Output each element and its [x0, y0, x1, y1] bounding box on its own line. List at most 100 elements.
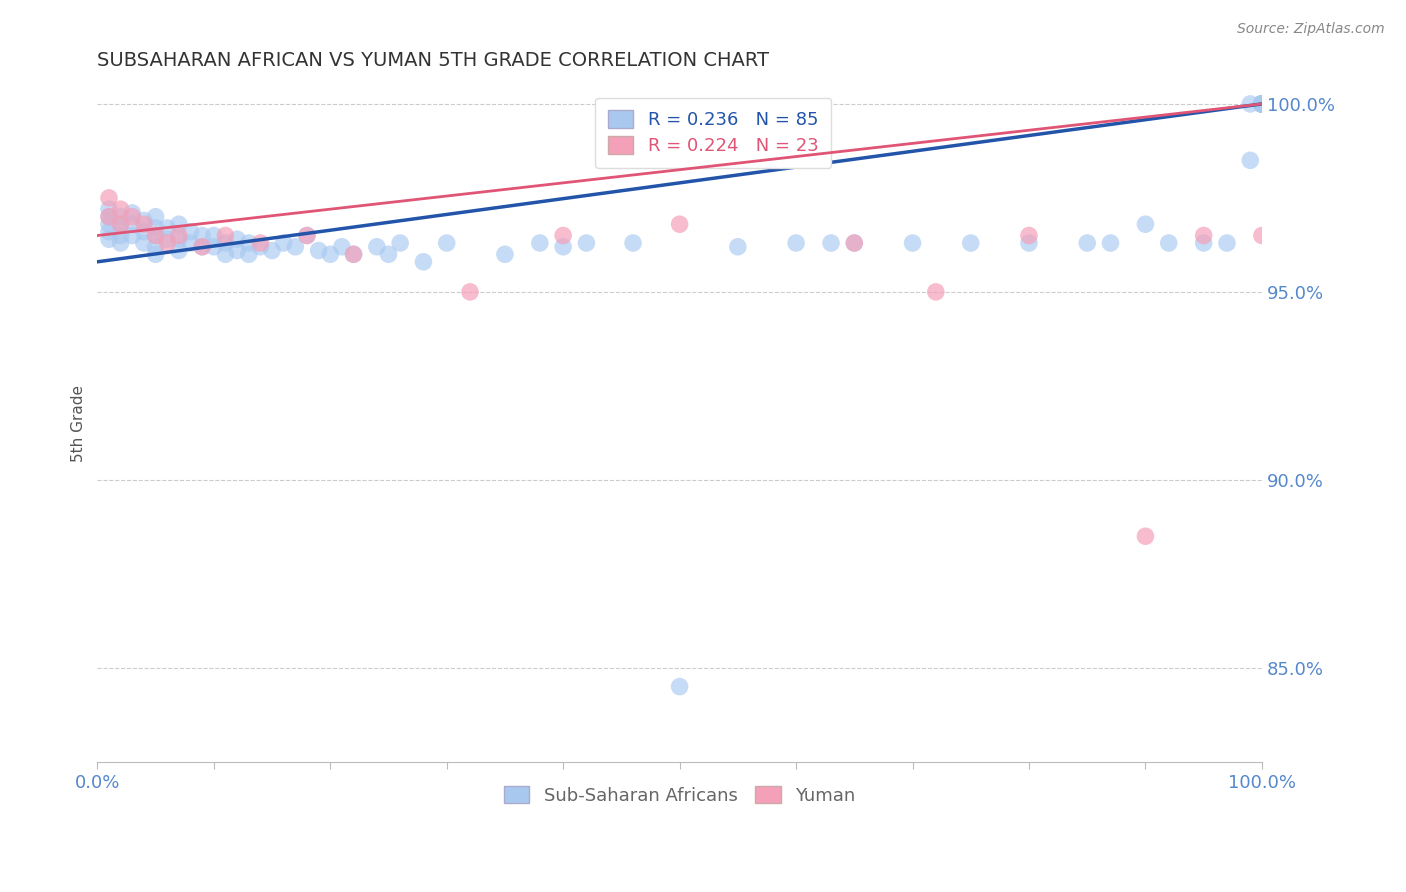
Point [191, 240, 214, 254]
Point [1251, 97, 1274, 112]
Point [180, 225, 202, 239]
Point [167, 244, 190, 258]
Point [844, 235, 866, 250]
Point [1251, 97, 1274, 112]
Point [98, 191, 121, 205]
Point [98, 210, 121, 224]
Point [785, 235, 807, 250]
Point [167, 232, 190, 246]
Point [238, 235, 260, 250]
Point [110, 210, 132, 224]
Point [377, 247, 399, 261]
Point [156, 235, 179, 250]
Point [180, 235, 202, 250]
Point [145, 210, 167, 224]
Point [1251, 97, 1274, 112]
Point [98, 217, 121, 231]
Point [167, 217, 190, 231]
Point [553, 240, 575, 254]
Point [110, 217, 132, 231]
Point [284, 240, 307, 254]
Point [132, 235, 155, 250]
Point [121, 217, 143, 231]
Point [844, 235, 866, 250]
Point [1135, 217, 1157, 231]
Point [98, 210, 121, 224]
Point [1099, 235, 1122, 250]
Point [121, 210, 143, 224]
Point [110, 228, 132, 243]
Point [121, 206, 143, 220]
Point [330, 240, 353, 254]
Point [458, 285, 481, 299]
Point [1157, 235, 1180, 250]
Y-axis label: 5th Grade: 5th Grade [72, 385, 86, 462]
Point [1018, 228, 1040, 243]
Point [98, 232, 121, 246]
Point [110, 235, 132, 250]
Point [295, 228, 318, 243]
Point [214, 247, 236, 261]
Point [1251, 97, 1274, 112]
Point [191, 240, 214, 254]
Point [668, 217, 690, 231]
Point [156, 232, 179, 246]
Point [156, 221, 179, 235]
Point [98, 202, 121, 217]
Point [389, 235, 412, 250]
Point [238, 247, 260, 261]
Point [1251, 97, 1274, 112]
Point [132, 217, 155, 231]
Point [226, 232, 249, 246]
Point [1251, 97, 1274, 112]
Text: Source: ZipAtlas.com: Source: ZipAtlas.com [1237, 22, 1385, 37]
Point [226, 244, 249, 258]
Point [366, 240, 388, 254]
Point [1239, 97, 1261, 112]
Point [214, 228, 236, 243]
Point [342, 247, 364, 261]
Point [1216, 235, 1239, 250]
Point [110, 217, 132, 231]
Point [342, 247, 364, 261]
Point [1251, 97, 1274, 112]
Point [145, 240, 167, 254]
Point [308, 244, 330, 258]
Point [1192, 228, 1215, 243]
Point [436, 235, 458, 250]
Point [214, 235, 236, 250]
Point [412, 255, 434, 269]
Point [553, 228, 575, 243]
Point [1251, 97, 1274, 112]
Point [295, 228, 318, 243]
Point [202, 240, 225, 254]
Point [145, 228, 167, 243]
Point [529, 235, 551, 250]
Legend: Sub-Saharan Africans, Yuman: Sub-Saharan Africans, Yuman [495, 777, 865, 814]
Point [1135, 529, 1157, 543]
Point [668, 680, 690, 694]
Point [1192, 235, 1215, 250]
Point [1251, 228, 1274, 243]
Point [110, 202, 132, 217]
Point [925, 285, 948, 299]
Point [727, 240, 749, 254]
Point [273, 235, 295, 250]
Point [901, 235, 924, 250]
Point [121, 228, 143, 243]
Point [145, 221, 167, 235]
Point [249, 235, 271, 250]
Point [1251, 97, 1274, 112]
Point [249, 240, 271, 254]
Point [319, 247, 342, 261]
Point [145, 247, 167, 261]
Point [145, 228, 167, 243]
Point [202, 228, 225, 243]
Point [494, 247, 516, 261]
Point [191, 228, 214, 243]
Point [132, 225, 155, 239]
Point [1239, 153, 1261, 168]
Text: SUBSAHARAN AFRICAN VS YUMAN 5TH GRADE CORRELATION CHART: SUBSAHARAN AFRICAN VS YUMAN 5TH GRADE CO… [97, 51, 769, 70]
Point [1018, 235, 1040, 250]
Point [98, 225, 121, 239]
